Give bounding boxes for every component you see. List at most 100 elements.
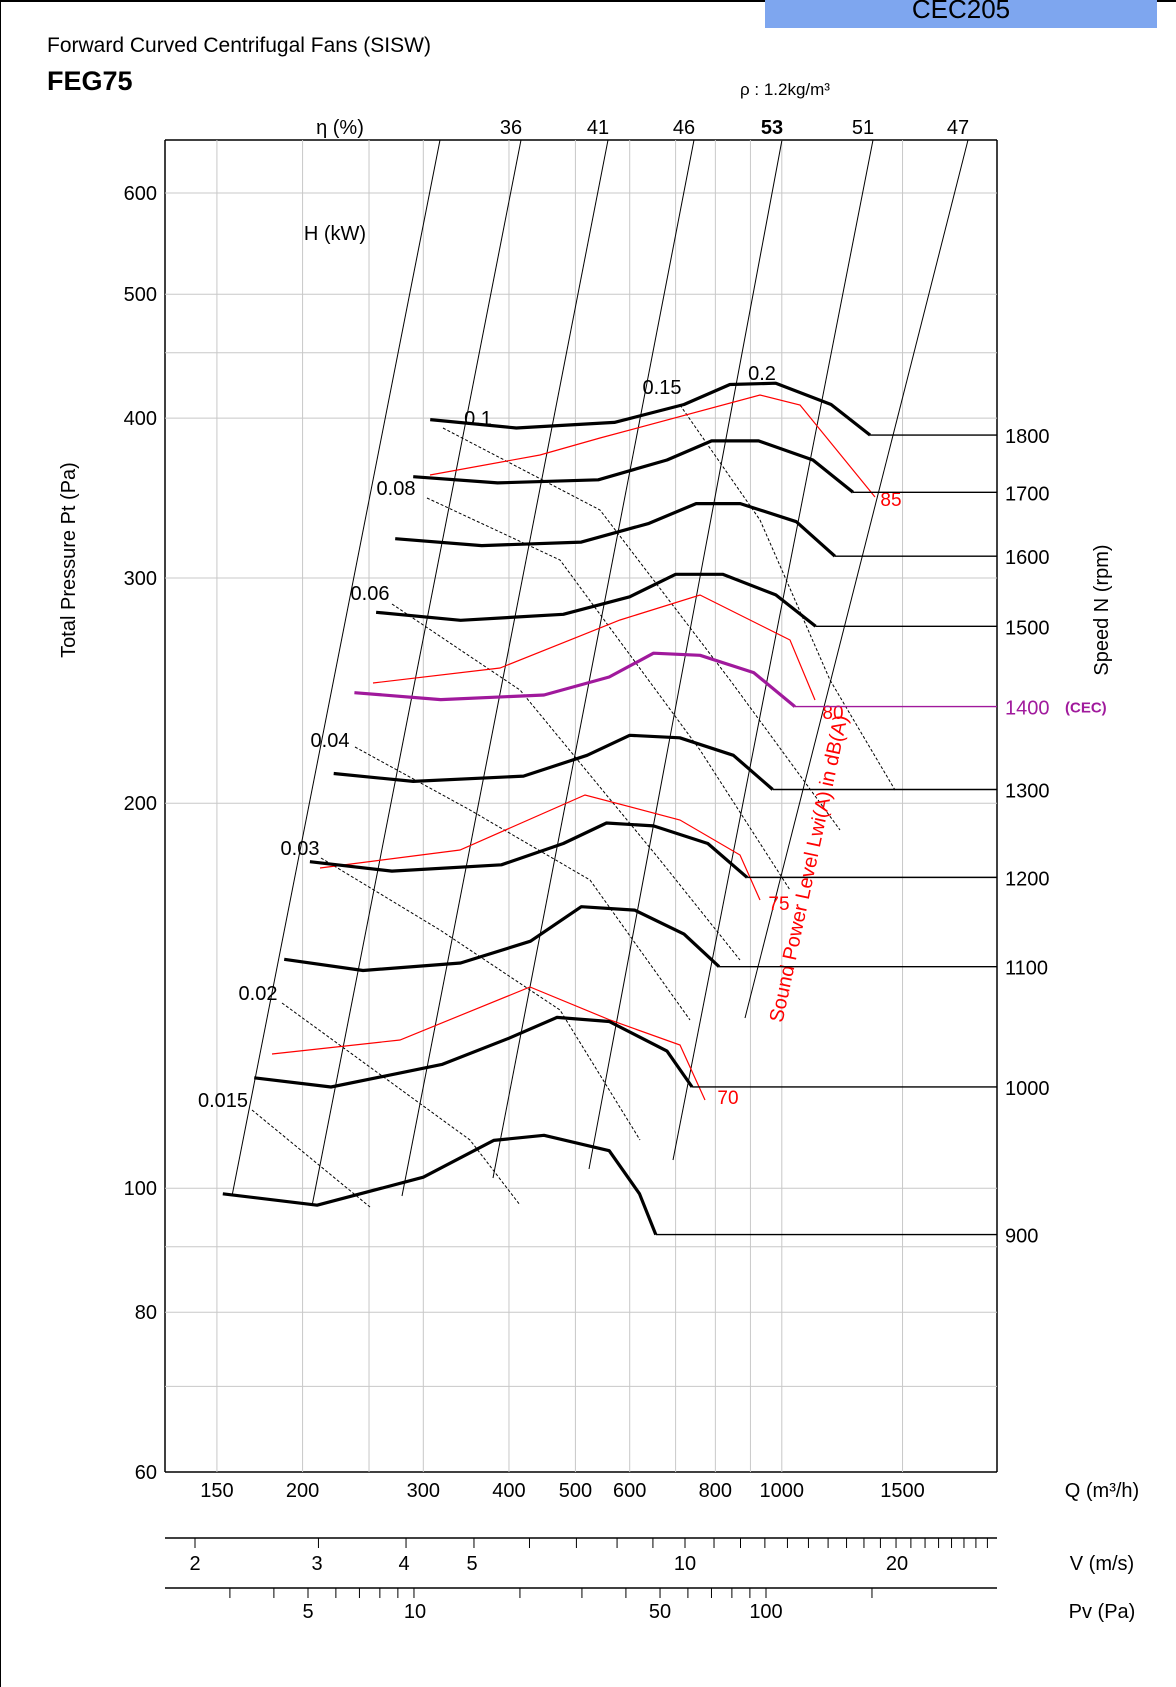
x-tick-label: 500 [559,1480,592,1502]
power-label: 0.02 [239,983,278,1005]
velocity-tick-label: 2 [189,1553,200,1575]
sound-label: 80 [822,703,843,724]
speed-curve [333,733,774,791]
speed-curve [309,821,749,879]
speed-curve [413,439,855,494]
speed-label: 1800 [1005,426,1050,448]
speed-label: 1000 [1005,1078,1050,1100]
x-tick-label: 1500 [880,1480,925,1502]
sound-line [319,794,761,901]
x-tick-label: 600 [613,1480,646,1502]
power-label: 0.06 [351,583,390,605]
speed-curve [375,572,817,628]
speed-label: 1300 [1005,780,1050,802]
y-tick-label: 100 [124,1178,157,1200]
cec-label: (CEC) [1065,700,1107,717]
power-label: 0.15 [643,377,682,399]
velocity-tick-label: 3 [311,1553,322,1575]
speed-label: 1700 [1005,483,1050,505]
speed-curve [395,502,836,558]
model-tag: CEC205 [765,0,1157,28]
speed-label: 1500 [1005,617,1050,639]
x-tick-label: 200 [286,1480,319,1502]
x-tick-label: 800 [699,1480,732,1502]
pv-axis-label: Pv (Pa) [1069,1601,1136,1623]
speed-curve [254,1015,694,1089]
pv-tick-label: 10 [404,1601,426,1623]
power-label: 0.03 [281,838,320,860]
power-line [320,857,641,1141]
velocity-axis-label: V (m/s) [1070,1553,1134,1575]
speed-label: 1600 [1005,547,1050,569]
efficiency-lines: 36 41 46 53 51 47 η (%) [231,117,969,1207]
power-lines: H (kW)0.0150.020.030.040.060.080.10.150.… [198,223,896,1208]
power-label: 0.04 [311,730,350,752]
y-tick-label: 300 [124,568,157,590]
sound-axis-label: Sound Power Level Lwi(A) in dB(A) [766,713,853,1024]
efficiency-label: 41 [587,117,609,139]
efficiency-line [311,139,522,1207]
velocity-tick-label: 4 [398,1553,409,1575]
sound-label: 70 [717,1088,738,1109]
y-tick-label: 400 [124,408,157,430]
speed-curve [354,651,796,708]
sound-lines: 70 75 80 85 Sound Power Level Lwi(A) in dB(A… [271,394,902,1109]
x-tick-label: 300 [407,1480,440,1502]
chart-title: FEG75 [47,66,133,96]
y-tick-label: 60 [135,1462,157,1484]
x-axis-label: Q (m³/h) [1065,1480,1139,1502]
sound-line [372,594,816,701]
efficiency-line [744,139,969,1019]
power-line [281,1002,521,1206]
chart-subtitle: Forward Curved Centrifugal Fans (SISW) [47,34,431,57]
x-tick-label: 400 [492,1480,525,1502]
sound-line [429,394,876,498]
speed-label: 1100 [1005,958,1048,980]
power-line [426,497,791,891]
power-line [251,1109,371,1208]
efficiency-axis-label: η (%) [316,117,364,139]
speed-axis-label: Speed N (rpm) [1091,544,1113,675]
y-tick-label: 200 [124,793,157,815]
axis-labels: 60 80 100 200 300 400 500 600 150 200 300 400 500 600… [58,183,1139,1623]
speed-label: 1200 [1005,868,1050,890]
speed-label: 900 [1005,1226,1038,1248]
power-label: 0.08 [377,478,416,500]
efficiency-line [672,139,874,1161]
power-line [442,427,841,831]
power-axis-label: H (kW) [304,223,366,245]
speed-label: 1400 [1005,698,1050,720]
velocity-tick-label: 10 [674,1553,696,1575]
y-axis-label: Total Pressure Pt (Pa) [58,462,80,658]
y-tick-label: 600 [124,183,157,205]
efficiency-label: 36 [500,117,522,139]
efficiency-label: 47 [947,117,969,139]
velocity-tick-label: 5 [466,1553,477,1575]
power-line [391,603,741,961]
speed-curve [430,381,872,437]
efficiency-label: 46 [673,117,695,139]
efficiency-label: 53 [761,117,783,139]
power-line [679,404,896,791]
power-label: 0.015 [198,1090,248,1112]
sound-line [271,986,706,1101]
speed-curve [283,905,721,973]
efficiency-line [401,139,609,1197]
x-tick-label: 150 [200,1480,233,1502]
density-label: ρ : 1.2kg/m³ [740,80,830,99]
sound-label: 85 [880,490,901,511]
y-tick-label: 500 [124,284,157,306]
power-label: 0.2 [748,363,776,385]
performance-curves: 900 1000 1100 1200 1300 1400 (CEC) 1500 1600 1700… [222,381,1113,1248]
efficiency-label: 51 [852,117,874,139]
pv-tick-label: 5 [302,1601,313,1623]
efficiency-line [492,139,695,1179]
x-tick-label: 1000 [760,1480,805,1502]
velocity-tick-label: 20 [886,1553,908,1575]
power-line [354,746,691,1021]
grid [164,139,998,1473]
pv-tick-label: 100 [749,1601,782,1623]
